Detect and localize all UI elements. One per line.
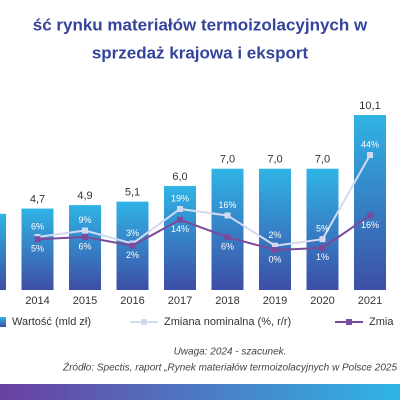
legend-label: Zmia bbox=[369, 316, 394, 328]
legend-marker bbox=[141, 319, 147, 325]
footer-strip bbox=[0, 384, 400, 400]
x-tick-label: 2021 bbox=[358, 295, 382, 307]
bar-value-label: 7,0 bbox=[315, 154, 330, 166]
line-marker bbox=[319, 236, 326, 243]
legend-marker bbox=[346, 319, 352, 325]
line-marker bbox=[367, 212, 373, 219]
x-tick-label: 2018 bbox=[215, 295, 239, 307]
legend-label: Zmiana nominalna (%, r/r) bbox=[164, 316, 291, 328]
line-marker bbox=[177, 216, 183, 223]
line-marker bbox=[224, 234, 231, 241]
bar-value-label: 5,1 bbox=[125, 187, 140, 199]
line-value-label: 6% bbox=[221, 241, 234, 251]
bar-value-label: 7,0 bbox=[220, 154, 235, 166]
line-marker bbox=[82, 227, 88, 234]
x-tick-label: 2017 bbox=[168, 295, 192, 307]
line-marker bbox=[34, 236, 41, 243]
chart-title: ść rynku materiałów termoizolacyjnych w bbox=[33, 15, 368, 34]
line-value-label: 2% bbox=[126, 250, 139, 260]
bar bbox=[21, 208, 54, 290]
line-marker bbox=[367, 152, 373, 158]
line-marker bbox=[272, 247, 278, 253]
bar bbox=[259, 168, 291, 290]
line-value-label: 19% bbox=[171, 193, 189, 203]
bar bbox=[164, 186, 196, 290]
x-tick-label: 2016 bbox=[120, 295, 144, 307]
line-value-label: 5% bbox=[31, 244, 44, 254]
chart-subtitle: sprzedaż krajowa i eksport bbox=[92, 43, 309, 62]
x-tick-label: 2014 bbox=[25, 295, 49, 307]
line-value-label: 3% bbox=[126, 228, 139, 238]
bar bbox=[354, 115, 386, 290]
line-value-label: 1% bbox=[316, 252, 329, 262]
note: Uwaga: 2024 - szacunek. bbox=[174, 347, 287, 358]
bar bbox=[306, 168, 339, 290]
line-value-label: 5% bbox=[316, 224, 329, 234]
x-tick-label: 2019 bbox=[263, 295, 287, 307]
bar-value-label: 4,7 bbox=[30, 193, 45, 205]
line-marker bbox=[272, 242, 278, 249]
bar-value-label: 7,0 bbox=[267, 154, 282, 166]
line-value-label: 0% bbox=[268, 254, 281, 264]
line-marker bbox=[224, 212, 231, 219]
line-value-label: 2% bbox=[268, 230, 281, 240]
bar-value-label: 10,1 bbox=[359, 100, 380, 112]
bar bbox=[69, 205, 101, 290]
line-value-label: 6% bbox=[31, 221, 44, 231]
line-value-label: 14% bbox=[171, 224, 189, 234]
line-value-label: 16% bbox=[218, 200, 236, 210]
line-marker bbox=[177, 205, 183, 212]
line-marker bbox=[82, 234, 88, 241]
line-marker bbox=[129, 242, 136, 249]
legend-swatch bbox=[0, 317, 6, 327]
bar bbox=[211, 168, 244, 290]
source: Źródło: Spectis, raport „Rynek materiałó… bbox=[62, 361, 397, 374]
x-tick-label: 2020 bbox=[310, 295, 334, 307]
line-marker bbox=[319, 244, 326, 251]
legend-label: Wartość (mld zł) bbox=[12, 316, 91, 328]
line-value-label: 6% bbox=[78, 241, 91, 251]
line bbox=[37, 214, 371, 252]
line-value-label: 16% bbox=[361, 220, 379, 230]
line-value-label: 9% bbox=[78, 215, 91, 225]
x-tick-label: 2015 bbox=[73, 295, 97, 307]
line bbox=[37, 154, 371, 247]
line-value-label: 44% bbox=[361, 139, 379, 149]
bar bbox=[0, 213, 6, 290]
bar-value-label: 4,9 bbox=[77, 190, 92, 202]
bar-value-label: 6,0 bbox=[172, 171, 187, 183]
